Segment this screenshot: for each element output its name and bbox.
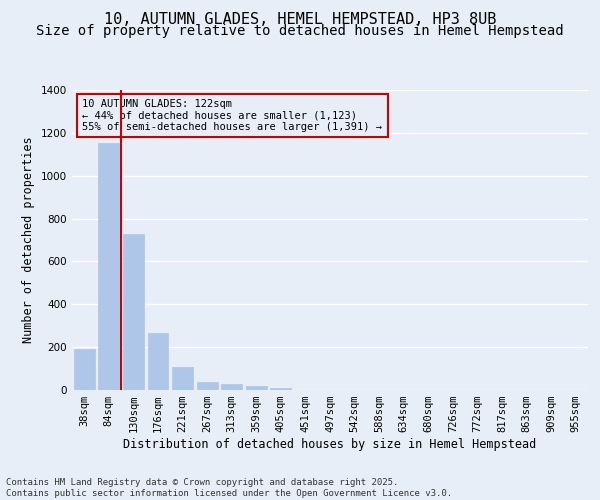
Text: Size of property relative to detached houses in Hemel Hempstead: Size of property relative to detached ho… xyxy=(36,24,564,38)
Text: Contains HM Land Registry data © Crown copyright and database right 2025.
Contai: Contains HM Land Registry data © Crown c… xyxy=(6,478,452,498)
Bar xyxy=(246,386,267,390)
Bar xyxy=(172,367,193,390)
Y-axis label: Number of detached properties: Number of detached properties xyxy=(22,136,35,344)
Bar xyxy=(74,350,95,390)
Bar xyxy=(271,388,292,390)
Bar xyxy=(148,333,169,390)
Bar xyxy=(98,142,119,390)
Text: 10 AUTUMN GLADES: 122sqm
← 44% of detached houses are smaller (1,123)
55% of sem: 10 AUTUMN GLADES: 122sqm ← 44% of detach… xyxy=(82,99,382,132)
Bar xyxy=(197,382,218,390)
Bar xyxy=(221,384,242,390)
Text: 10, AUTUMN GLADES, HEMEL HEMPSTEAD, HP3 8UB: 10, AUTUMN GLADES, HEMEL HEMPSTEAD, HP3 … xyxy=(104,12,496,28)
X-axis label: Distribution of detached houses by size in Hemel Hempstead: Distribution of detached houses by size … xyxy=(124,438,536,451)
Bar xyxy=(123,234,144,390)
